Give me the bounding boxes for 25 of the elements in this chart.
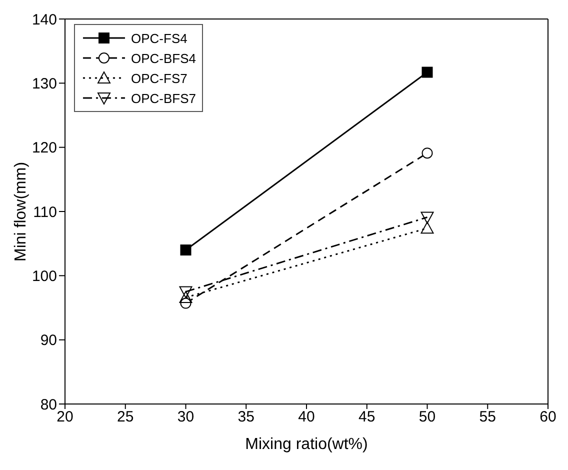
x-tick-label: 45: [358, 408, 376, 426]
y-tick-label: 130: [32, 75, 57, 92]
legend-label: OPC-FS7: [131, 70, 188, 86]
x-tick-label: 55: [479, 408, 496, 426]
x-tick-label: 40: [298, 408, 315, 426]
point: [180, 244, 192, 256]
y-tick-label: 140: [32, 11, 57, 28]
x-tick-label: 25: [117, 408, 134, 426]
x-axis-title: Mixing ratio(wt%): [245, 436, 368, 453]
point: [422, 148, 433, 159]
x-tick-label: 35: [238, 408, 254, 426]
x-tick-label: 50: [418, 408, 436, 426]
legend-label: OPC-BFS4: [131, 50, 196, 66]
legend-label: OPC-BFS7: [131, 90, 196, 106]
y-tick-label: 120: [32, 140, 57, 157]
y-tick-label: 80: [40, 396, 57, 414]
y-tick-label: 110: [33, 204, 57, 221]
point: [422, 66, 433, 78]
y-tick-label: 100: [32, 268, 57, 285]
y-tick-label: 90: [40, 332, 57, 350]
y-axis-title: Mini flow(mm): [12, 162, 30, 262]
x-tick-label: 60: [540, 408, 556, 426]
x-tick-label: 20: [56, 408, 74, 426]
x-tick-label: 30: [177, 408, 194, 426]
legend-label: OPC-FS4: [131, 30, 188, 46]
